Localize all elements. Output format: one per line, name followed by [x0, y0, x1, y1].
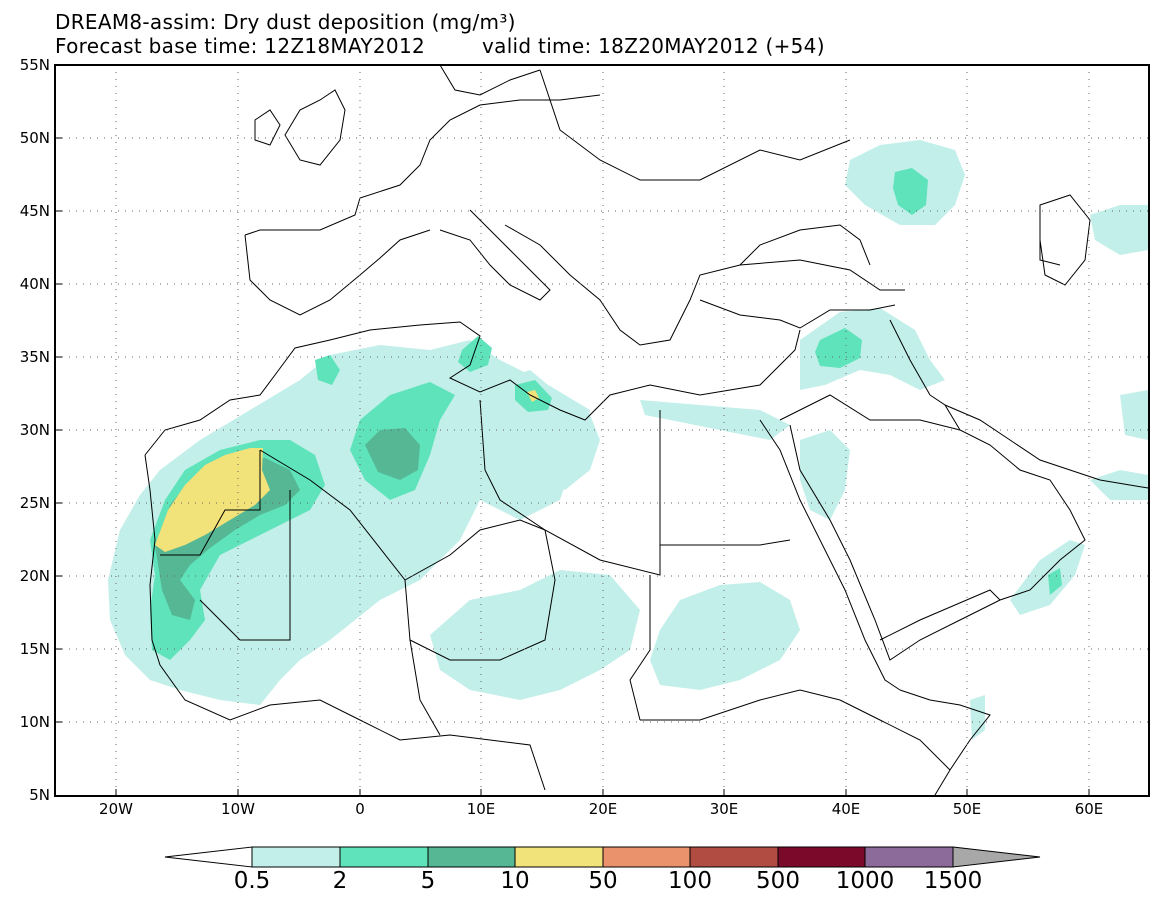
field-west-africa — [108, 340, 590, 705]
legend-label: 500 — [756, 868, 800, 894]
legend-label: 10 — [500, 868, 530, 894]
legend-label: 5 — [420, 868, 436, 894]
legend-swatch-0 — [251, 846, 341, 868]
field-arabia-east — [800, 430, 850, 520]
field-western-sahara-10 — [155, 448, 270, 552]
legend-swatch-7 — [864, 846, 954, 868]
lat-label: 25N — [19, 494, 50, 512]
coast-britain — [284, 89, 346, 166]
coast-persian-gulf — [944, 404, 1149, 489]
coast-italy — [439, 209, 551, 301]
field-kazakh-2 — [893, 168, 928, 215]
border-central-asia — [1039, 205, 1061, 266]
border-sahara-1 — [160, 450, 261, 556]
legend-swatch-6 — [777, 846, 866, 868]
field-morocco-2 — [315, 355, 340, 385]
coast-caspian — [1039, 194, 1091, 286]
coast-turkey — [699, 299, 896, 329]
map-title: DREAM8-assim: Dry dust deposition (mg/m³… — [55, 10, 516, 34]
field-egypt-coast — [640, 400, 790, 440]
coast-ireland — [254, 109, 281, 146]
lat-label: 40N — [19, 275, 50, 293]
legend-swatch-1 — [339, 846, 429, 868]
lat-label: 45N — [19, 202, 50, 220]
lat-label: 50N — [19, 129, 50, 147]
coast-north-africa — [144, 321, 801, 456]
deposition-fields — [108, 140, 1148, 740]
border-mali-algeria — [259, 449, 546, 581]
lat-label: 20N — [19, 567, 50, 585]
field-syria-iraq — [800, 308, 945, 390]
legend-label: 50 — [588, 868, 618, 894]
lon-label: 50E — [952, 800, 982, 818]
coast-arabia — [789, 394, 1086, 661]
coast-balkans — [504, 224, 905, 346]
legend-swatch-5 — [689, 846, 779, 868]
base-time: Forecast base time: 12Z18MAY2012 — [55, 34, 425, 58]
tick-marks — [55, 137, 1090, 796]
field-oman — [1010, 540, 1085, 615]
lat-label: 35N — [19, 348, 50, 366]
field-tunisia-2 — [458, 336, 492, 372]
color-bar — [164, 846, 1041, 868]
border-iran-iraq — [889, 319, 931, 396]
legend-swatch-3 — [514, 846, 604, 868]
coast-europe — [244, 94, 601, 236]
legend-swatch-2 — [427, 846, 516, 868]
coast-black-sea — [739, 224, 871, 266]
border-nigeria — [409, 639, 441, 736]
border-chad-sudan — [629, 575, 651, 721]
lon-label: 40E — [831, 800, 861, 818]
lat-label: 5N — [29, 786, 50, 804]
field-oman-2 — [1048, 568, 1062, 595]
field-syria-2 — [815, 328, 862, 368]
lon-label: 60E — [1074, 800, 1104, 818]
field-iran-east — [1090, 470, 1148, 500]
lon-label: 20W — [99, 800, 133, 818]
field-sudan — [650, 582, 800, 690]
legend-arrow-low — [164, 846, 253, 868]
border-europe-east — [539, 69, 851, 181]
field-horn — [970, 695, 985, 740]
lon-label: 0 — [355, 800, 365, 818]
borders — [144, 65, 1149, 796]
legend-label: 0.5 — [233, 868, 271, 894]
coast-iberia — [244, 229, 431, 316]
graticule — [55, 65, 1149, 796]
field-sahel-central — [430, 570, 640, 700]
legend-label: 1500 — [923, 868, 983, 894]
field-level-0-5 — [108, 140, 1148, 740]
lon-label: 10W — [221, 800, 255, 818]
legend-label: 100 — [668, 868, 712, 894]
legend-label: 2 — [332, 868, 348, 894]
forecast-times: Forecast base time: 12Z18MAY2012 valid ti… — [55, 34, 825, 58]
lat-label: 30N — [19, 421, 50, 439]
field-algeria-5 — [365, 428, 420, 480]
legend-label: 1000 — [835, 868, 895, 894]
border-mauritania — [199, 490, 291, 641]
coast-west-africa — [144, 454, 546, 791]
lon-label: 20E — [588, 800, 618, 818]
valid-time: valid time: 18Z20MAY2012 (+54) — [482, 34, 825, 58]
border-ethiopia — [839, 699, 951, 771]
border-saudi — [779, 394, 961, 431]
field-iran-west — [1120, 390, 1148, 440]
legend-swatch-4 — [602, 846, 691, 868]
lat-label: 10N — [19, 713, 50, 731]
coast-red-sea — [759, 419, 901, 691]
field-kazakh-east — [1090, 205, 1148, 255]
lat-label: 15N — [19, 640, 50, 658]
coast-scandinavia — [439, 65, 541, 96]
lon-label: 30E — [709, 800, 739, 818]
legend-arrow-high — [952, 846, 1041, 868]
lat-label: 55N — [19, 56, 50, 74]
border-egypt-sudan — [660, 539, 791, 546]
border-sudan-south — [640, 689, 841, 721]
border-yemen — [879, 589, 1001, 641]
lon-label: 10E — [466, 800, 496, 818]
